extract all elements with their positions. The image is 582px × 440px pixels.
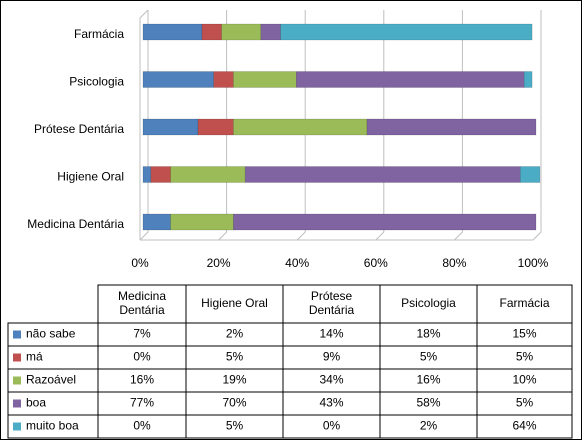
x-tick-label: 80% [442,256,466,270]
table-cell: 19% [222,373,246,387]
x-tick-label: 60% [364,256,388,270]
bar-segment [244,166,521,183]
bar-segment [280,23,533,41]
table-cell: 77% [130,396,154,410]
bar-segment [296,71,525,88]
table-cell: 0% [133,419,151,433]
table-cell: 5% [516,396,534,410]
bar-segment [142,166,152,183]
legend-label: Razoável [26,373,76,387]
table-header: Higiene Oral [201,296,268,310]
bar-segment [260,23,281,41]
table-cell: 16% [416,373,440,387]
table-header: Prótese Dentária [309,289,355,317]
bar-segment [213,71,234,88]
legend-label: muito boa [26,419,79,433]
legend-swatch [13,330,21,339]
x-tick-label: 20% [207,256,231,270]
table-cell: 2% [226,327,244,341]
bar-segment [150,166,171,183]
legend-swatch [13,422,21,431]
table-cell: 43% [319,396,343,410]
bar-segment [233,118,368,136]
legend-label: boa [26,396,46,410]
bar-segment [142,118,199,136]
x-tick-label: 40% [285,256,309,270]
legend-swatch [13,399,21,408]
legend-label: má [26,350,43,364]
y-tick-label: Prótese Dentária [34,122,124,136]
bar-segment [170,166,246,183]
bar-segment [197,118,234,136]
bar-segment [233,213,537,231]
table-cell: 10% [512,373,536,387]
table-cell: 64% [512,419,536,433]
bar-segment [523,71,533,88]
bar-segment [366,118,537,136]
table-header: Psicologia [401,296,456,310]
axis [139,9,149,240]
bar-segment [520,166,541,183]
table-cell: 9% [323,350,341,364]
bar-segment [221,23,262,41]
x-tick-label: 100% [518,256,549,270]
table-border [7,322,573,439]
table-cell: 2% [420,419,438,433]
table-cell: 34% [319,373,343,387]
table-header: Farmácia [499,296,549,310]
table-cell: 5% [420,350,438,364]
grid-line [532,10,542,241]
table-cell: 5% [226,419,244,433]
bar-segment [201,23,222,41]
table-cell: 18% [416,327,440,341]
table-cell: 7% [133,327,151,341]
table-cell: 5% [226,350,244,364]
table-header: Medicina Dentária [118,289,166,317]
legend-swatch [13,376,21,385]
bar-segment [142,213,171,231]
legend-swatch [13,353,21,362]
bar-segment [142,71,214,88]
table-cell: 58% [416,396,440,410]
table-cell: 14% [319,327,343,341]
bar-segment [170,213,234,231]
table-cell: 15% [512,327,536,341]
table-cell: 0% [133,350,151,364]
table-cell: 5% [516,350,534,364]
table-cell: 16% [130,373,154,387]
table-cell: 0% [323,419,341,433]
table-cell: 70% [222,396,246,410]
y-tick-label: Medicina Dentária [27,217,124,231]
x-tick-label: 0% [131,256,149,270]
legend-label: não sabe [26,327,76,341]
y-tick-label: Psicologia [69,75,124,89]
y-tick-label: Farmácia [74,27,124,41]
bar-segment [233,71,297,88]
y-tick-label: Higiene Oral [57,170,124,184]
bar-segment [142,23,203,41]
